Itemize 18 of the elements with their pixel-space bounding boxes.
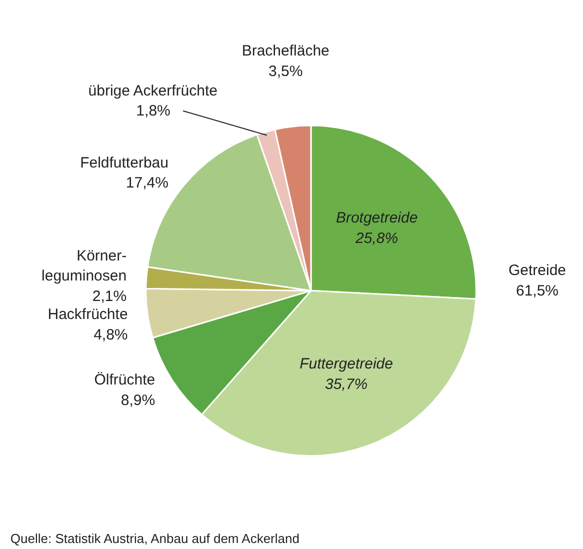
data-label: 1,8% — [136, 102, 170, 120]
slice-label: Körner- leguminosen — [42, 247, 127, 285]
text: Getreide 61,5% — [508, 262, 566, 300]
slice-label: Hackfrüchte — [48, 306, 128, 324]
data-label: 17,4% — [126, 174, 168, 192]
data-label: 35,7% — [325, 376, 368, 393]
slice-label: Brotgetreide — [336, 209, 418, 226]
data-label: 3,5% — [268, 62, 303, 80]
data-label: 25,8% — [354, 230, 398, 247]
slice-label: Feldfutterbau — [80, 154, 168, 172]
data-label: 2,1% — [92, 288, 127, 306]
slice-label: Brachefläche — [242, 42, 330, 60]
slice-label: Ölfrüchte — [94, 371, 156, 388]
slice-label: übrige Ackerfrüchte — [88, 82, 218, 100]
source-note: Quelle: Statistik Austria, Anbau auf dem Ackerland — [10, 531, 300, 546]
data-label: 4,8% — [94, 326, 128, 344]
data-label: 8,9% — [120, 392, 156, 409]
slice-label: Futtergetreide — [300, 356, 393, 373]
